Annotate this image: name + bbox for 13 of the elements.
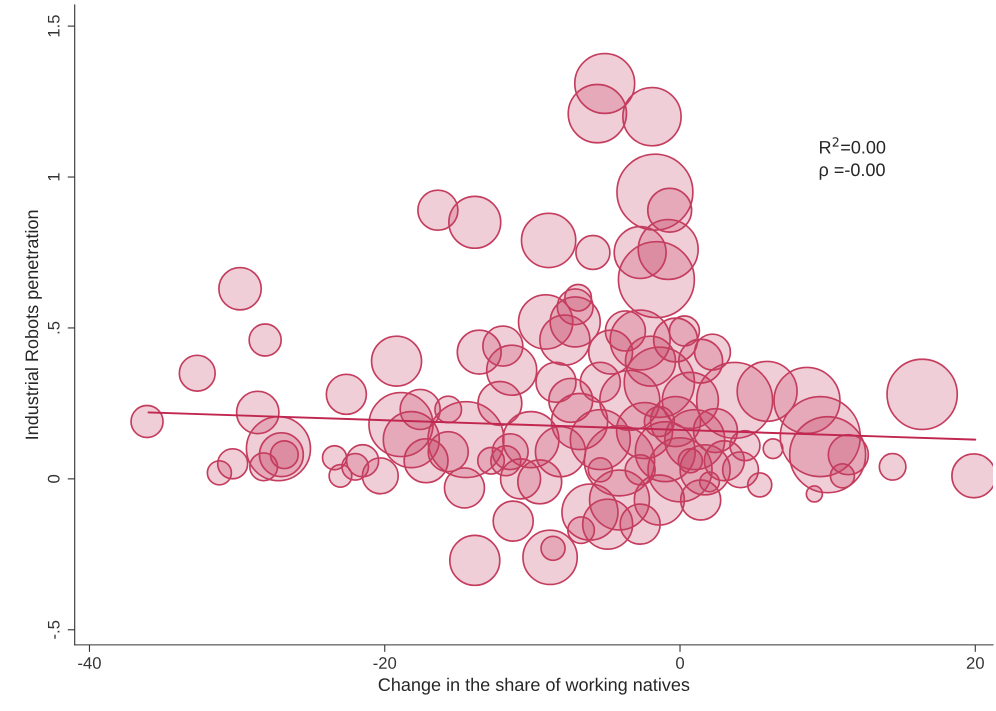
x-tick-label: -20 <box>373 657 396 669</box>
y-tick-label: .5 <box>48 322 60 334</box>
y-axis-title: Industrial Robots penetration <box>24 210 42 439</box>
x-tick-label: 0 <box>676 657 684 669</box>
y-tick-label: -.5 <box>48 620 60 639</box>
annotation: ρ =-0.00 <box>820 163 885 180</box>
y-tick-label: 1 <box>48 173 60 180</box>
annotation: R$^{2}$=0.00 <box>820 137 886 154</box>
x-axis-title: Change in the share of working natives <box>378 678 690 695</box>
x-tick-label: -40 <box>78 657 101 669</box>
y-tick-label: 1.5 <box>48 15 60 36</box>
x-tick-label: 20 <box>966 657 984 669</box>
y-tick-label: 0 <box>48 474 60 483</box>
